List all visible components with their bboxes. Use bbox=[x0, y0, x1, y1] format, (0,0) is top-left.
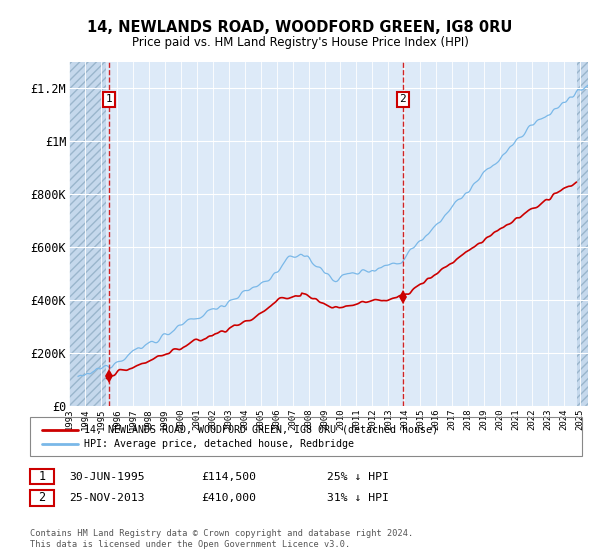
Text: Contains HM Land Registry data © Crown copyright and database right 2024.
This d: Contains HM Land Registry data © Crown c… bbox=[30, 529, 413, 549]
Text: 14, NEWLANDS ROAD, WOODFORD GREEN, IG8 0RU (detached house): 14, NEWLANDS ROAD, WOODFORD GREEN, IG8 0… bbox=[84, 424, 438, 435]
Text: 2: 2 bbox=[38, 491, 46, 505]
Text: £410,000: £410,000 bbox=[201, 493, 256, 503]
Text: £114,500: £114,500 bbox=[201, 472, 256, 482]
Text: 31% ↓ HPI: 31% ↓ HPI bbox=[327, 493, 389, 503]
Text: 2: 2 bbox=[400, 95, 406, 105]
Text: 1: 1 bbox=[106, 95, 112, 105]
Text: 25-NOV-2013: 25-NOV-2013 bbox=[69, 493, 145, 503]
Text: 25% ↓ HPI: 25% ↓ HPI bbox=[327, 472, 389, 482]
Text: Price paid vs. HM Land Registry's House Price Index (HPI): Price paid vs. HM Land Registry's House … bbox=[131, 36, 469, 49]
Bar bbox=[577, 62, 588, 406]
Bar bbox=[69, 62, 106, 406]
Text: 1: 1 bbox=[38, 470, 46, 483]
Text: 14, NEWLANDS ROAD, WOODFORD GREEN, IG8 0RU: 14, NEWLANDS ROAD, WOODFORD GREEN, IG8 0… bbox=[88, 20, 512, 35]
Text: HPI: Average price, detached house, Redbridge: HPI: Average price, detached house, Redb… bbox=[84, 439, 354, 449]
Text: 30-JUN-1995: 30-JUN-1995 bbox=[69, 472, 145, 482]
